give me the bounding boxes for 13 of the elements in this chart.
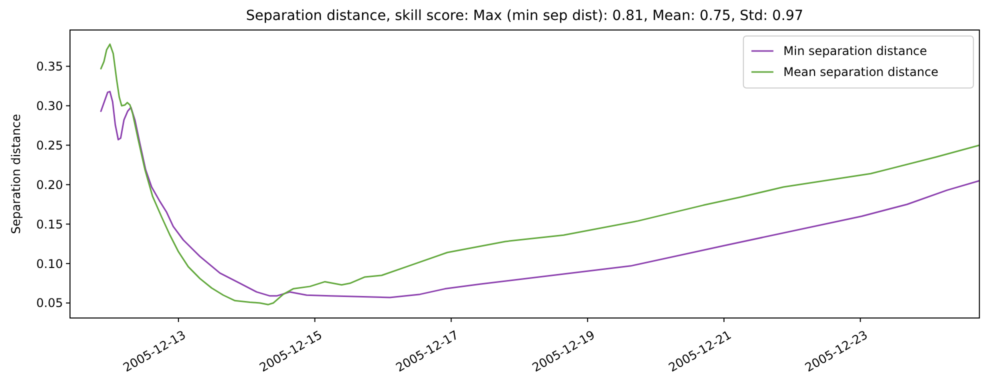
legend-label: Min separation distance (783, 44, 928, 58)
y-tick-label: 0.30 (36, 98, 63, 113)
line-series (100, 43, 980, 306)
y-tick-label: 0.25 (36, 138, 63, 152)
chart-title: Separation distance, skill score: Max (min sep dist): 0.81, Mean: 0.75, Std: 0.97 (246, 8, 804, 24)
y-axis-title: Separation distance (9, 114, 23, 234)
line-series (100, 90, 980, 298)
y-tick-label: 0.20 (36, 178, 63, 192)
y-tick-label: 0.15 (36, 217, 63, 232)
y-tick-label: 0.10 (36, 256, 63, 271)
y-tick-label: 0.35 (36, 59, 63, 74)
legend-label: Mean separation distance (783, 65, 938, 80)
y-tick-label: 0.05 (36, 296, 63, 310)
